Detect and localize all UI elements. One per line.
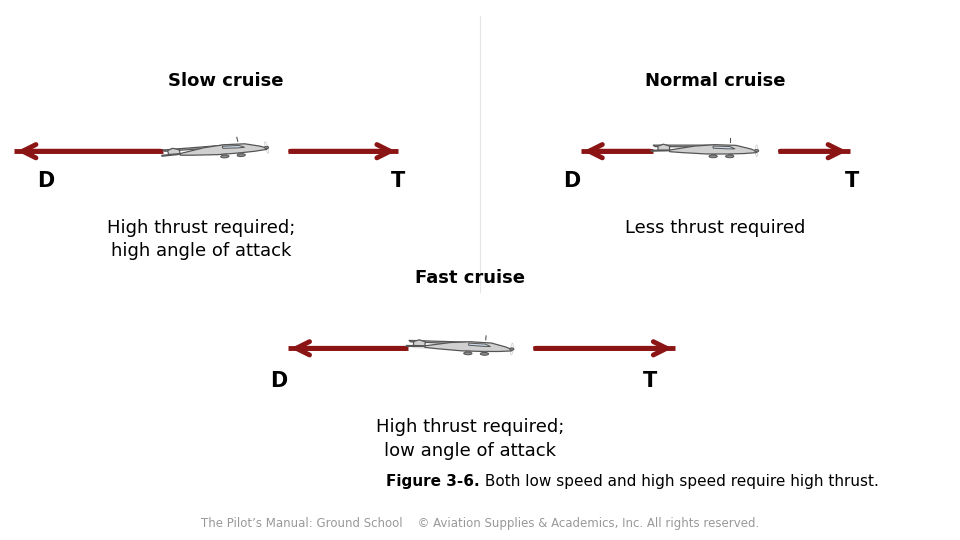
Text: D: D (270, 370, 287, 391)
Polygon shape (482, 352, 487, 354)
Polygon shape (468, 343, 491, 347)
Text: Both low speed and high speed require high thrust.: Both low speed and high speed require hi… (480, 474, 878, 489)
Text: Less thrust required: Less thrust required (625, 219, 805, 237)
Polygon shape (212, 147, 226, 153)
Ellipse shape (709, 155, 717, 158)
Polygon shape (424, 342, 512, 352)
Polygon shape (222, 154, 227, 156)
Text: Figure 3-6.: Figure 3-6. (386, 474, 480, 489)
Polygon shape (168, 148, 180, 154)
Ellipse shape (480, 353, 489, 355)
Polygon shape (466, 351, 470, 353)
Text: T: T (845, 171, 858, 191)
Polygon shape (728, 154, 732, 156)
Polygon shape (711, 154, 715, 156)
Polygon shape (162, 145, 227, 151)
Polygon shape (406, 346, 425, 347)
Polygon shape (223, 145, 245, 149)
Polygon shape (414, 340, 425, 346)
Ellipse shape (726, 155, 733, 158)
Text: Slow cruise: Slow cruise (168, 72, 283, 90)
Text: High thrust required;
high angle of attack: High thrust required; high angle of atta… (108, 219, 296, 260)
Text: Fast cruise: Fast cruise (416, 269, 525, 287)
Text: T: T (392, 171, 405, 191)
Text: T: T (643, 370, 657, 391)
Circle shape (510, 348, 514, 350)
Ellipse shape (237, 154, 246, 157)
Polygon shape (161, 153, 180, 156)
Polygon shape (703, 147, 715, 153)
Ellipse shape (464, 352, 472, 355)
Polygon shape (651, 150, 669, 151)
Text: High thrust required;
low angle of attack: High thrust required; low angle of attac… (376, 418, 564, 460)
Polygon shape (653, 145, 717, 147)
Text: The Pilot’s Manual: Ground School    © Aviation Supplies & Academics, Inc. All r: The Pilot’s Manual: Ground School © Avia… (201, 517, 759, 530)
Text: D: D (564, 171, 581, 191)
Polygon shape (413, 342, 425, 343)
Polygon shape (239, 153, 243, 155)
Text: Normal cruise: Normal cruise (645, 72, 785, 90)
Circle shape (264, 146, 269, 148)
Polygon shape (458, 344, 470, 350)
Polygon shape (409, 340, 473, 344)
Text: D: D (37, 171, 55, 191)
Polygon shape (180, 144, 267, 155)
Circle shape (755, 150, 758, 152)
Ellipse shape (221, 155, 228, 158)
Polygon shape (658, 144, 669, 150)
Polygon shape (713, 146, 735, 149)
Polygon shape (669, 145, 756, 154)
